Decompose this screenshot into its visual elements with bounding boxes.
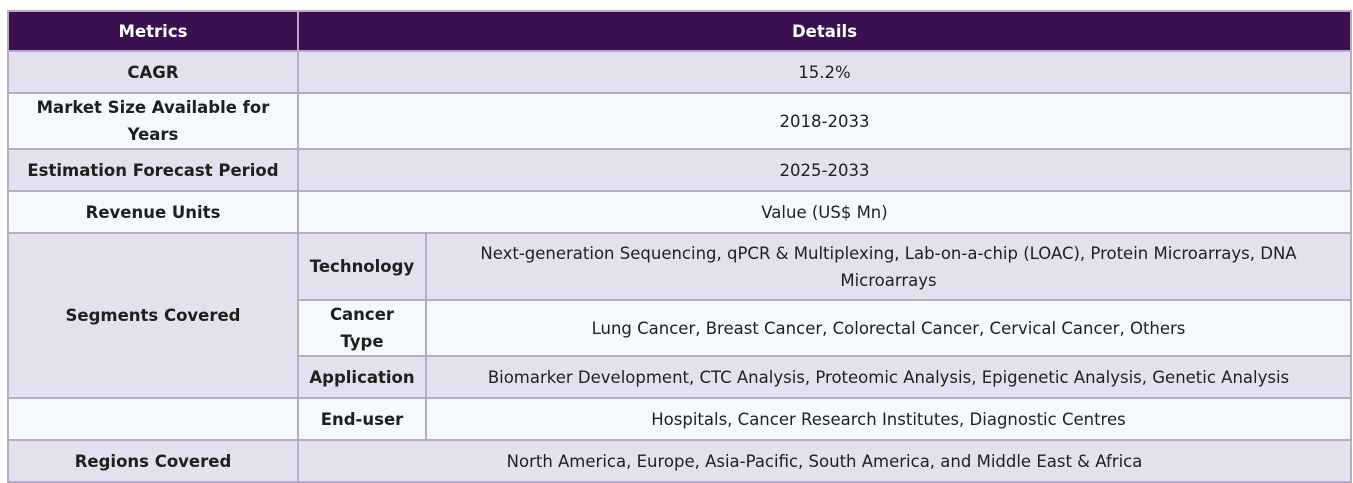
table-row-regions: Regions Covered North America, Europe, A… <box>7 439 1352 483</box>
header-metrics: Metrics <box>7 10 299 52</box>
segment-technology-label: Technology <box>297 232 427 301</box>
segment-end-user-value: Hospitals, Cancer Research Institutes, D… <box>425 397 1352 441</box>
table-row-market-size: Market Size Available for Years 2018-203… <box>7 92 1352 150</box>
cagr-value: 15.2% <box>297 50 1352 94</box>
table-row-segment-technology: Segments Covered Technology Next-generat… <box>7 232 1352 399</box>
market-metrics-table: Metrics Details CAGR 15.2% Market Size A… <box>7 10 1352 483</box>
table-row-cagr: CAGR 15.2% <box>7 50 1352 94</box>
segment-technology-value: Next-generation Sequencing, qPCR & Multi… <box>425 232 1352 301</box>
regions-label: Regions Covered <box>7 439 299 483</box>
table-row-segment-end-user: End-user Hospitals, Cancer Research Inst… <box>7 397 1352 441</box>
empty-cell <box>7 397 299 441</box>
segment-application-value: Biomarker Development, CTC Analysis, Pro… <box>425 355 1352 399</box>
market-size-value: 2018-2033 <box>297 92 1352 150</box>
regions-value: North America, Europe, Asia-Pacific, Sou… <box>297 439 1352 483</box>
forecast-value: 2025-2033 <box>297 148 1352 192</box>
segment-cancer-type-label: Cancer Type <box>297 299 427 357</box>
cagr-label: CAGR <box>7 50 299 94</box>
segment-cancer-type-value: Lung Cancer, Breast Cancer, Colorectal C… <box>425 299 1352 357</box>
table-row-segment-cancer-type: Cancer Type Lung Cancer, Breast Cancer, … <box>8 299 1352 357</box>
table-row-forecast: Estimation Forecast Period 2025-2033 <box>7 148 1352 192</box>
table-header-row: Metrics Details <box>7 10 1352 52</box>
revenue-value: Value (US$ Mn) <box>297 190 1352 234</box>
segment-application-label: Application <box>297 355 427 399</box>
segments-label: Segments Covered <box>7 232 299 399</box>
forecast-label: Estimation Forecast Period <box>7 148 299 192</box>
table-row-revenue: Revenue Units Value (US$ Mn) <box>7 190 1352 234</box>
segment-end-user-label: End-user <box>297 397 427 441</box>
market-size-label: Market Size Available for Years <box>7 92 299 150</box>
header-details: Details <box>297 10 1352 52</box>
revenue-label: Revenue Units <box>7 190 299 234</box>
table-row-segment-application: Application Biomarker Development, CTC A… <box>8 355 1352 399</box>
